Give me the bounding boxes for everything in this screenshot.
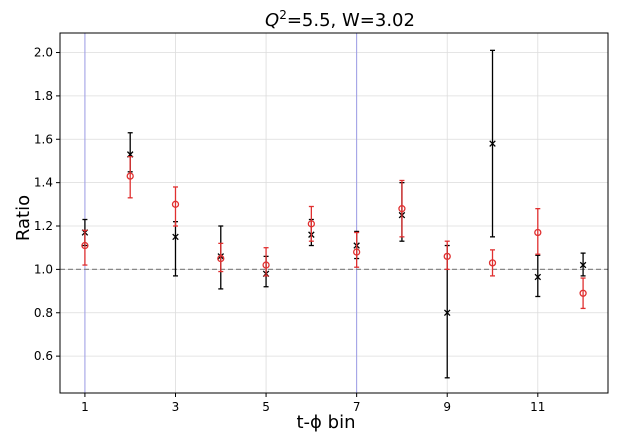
x-tick-label: 1	[81, 400, 89, 414]
y-tick-label: 1.2	[34, 219, 53, 233]
data-point	[352, 248, 361, 256]
grid	[60, 33, 608, 393]
x-tick-label: 5	[262, 400, 270, 414]
x-tick-label: 7	[353, 400, 361, 414]
data-point	[443, 309, 451, 317]
reference-lines	[60, 33, 608, 393]
data-series	[81, 49, 587, 379]
data-point	[579, 289, 587, 297]
y-axis-label: Ratio	[13, 195, 34, 241]
x-tick-label: 11	[530, 400, 545, 414]
title-prefix: Q	[265, 10, 279, 31]
data-point	[262, 261, 270, 269]
y-tick-label: 2.0	[34, 46, 53, 60]
series-black-x	[81, 49, 587, 379]
data-point	[307, 220, 316, 228]
y-tick-label: 1.6	[34, 132, 53, 146]
y-tick-label: 0.6	[34, 349, 53, 363]
data-point	[398, 205, 406, 213]
axis-ticks: 0.6 0.8 1.0 1.2 1.4 1.6 1.8 2.0 1 3 5 7 9 11	[34, 46, 546, 414]
data-point	[217, 254, 225, 263]
series-red-o	[81, 155, 587, 310]
title-rest: =5.5, W=3.02	[287, 10, 415, 31]
y-tick-label: 1.0	[34, 262, 53, 276]
y-tick-label: 1.8	[34, 89, 53, 103]
y-tick-label: 1.4	[34, 176, 53, 190]
data-point	[126, 172, 134, 180]
plot-frame	[59, 32, 609, 394]
y-tick-label: 0.8	[34, 306, 53, 320]
title-superscript: 2	[279, 8, 287, 22]
chart-title: Q2=5.5, W=3.02	[265, 8, 415, 31]
data-point	[443, 252, 451, 261]
x-axis-label: t-ϕ bin	[297, 412, 356, 433]
x-tick-label: 9	[443, 400, 451, 414]
data-point	[534, 228, 542, 237]
data-point	[488, 259, 497, 267]
data-point	[171, 200, 180, 208]
data-point	[579, 261, 587, 269]
data-point	[172, 233, 179, 241]
x-tick-label: 3	[172, 400, 180, 414]
data-point	[489, 140, 496, 147]
data-point	[534, 273, 542, 281]
data-point	[81, 241, 89, 250]
